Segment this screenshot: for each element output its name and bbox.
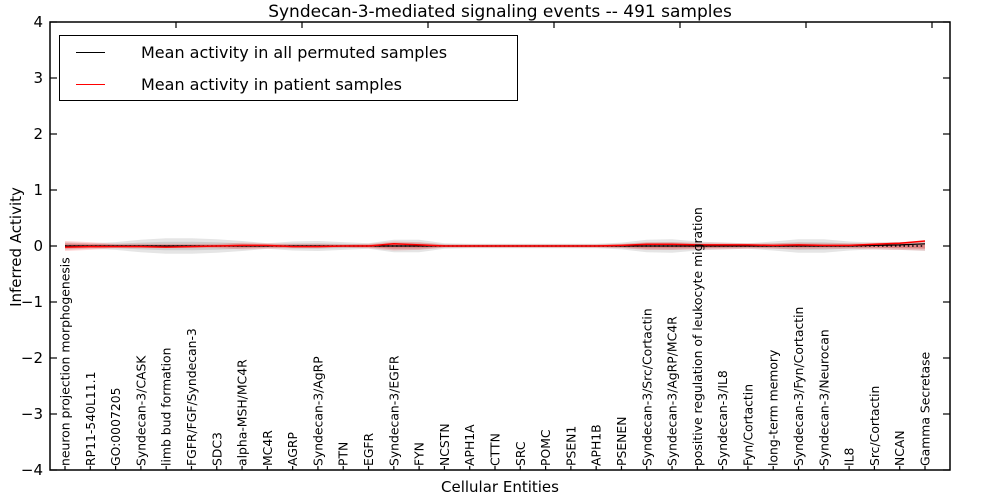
- legend-item-permuted: Mean activity in all permuted samples: [60, 36, 517, 68]
- x-tick-label: GO:0007205: [108, 388, 123, 467]
- x-tick-label: PSEN1: [563, 426, 578, 466]
- x-tick-label: Gamma Secretase: [918, 352, 933, 466]
- x-tick-label: Syndecan-3/Neurocan: [816, 329, 831, 466]
- x-tick-label: limb bud formation: [159, 348, 174, 467]
- x-tick-label: AGRP: [285, 432, 300, 466]
- x-tick-label: NCSTN: [437, 423, 452, 466]
- x-tick-label: alpha-MSH/MC4R: [235, 359, 250, 466]
- x-axis-label: Cellular Entities: [441, 478, 559, 496]
- x-tick-label: Syndecan-3/CASK: [133, 355, 148, 466]
- x-tick-label: CTTN: [488, 433, 503, 466]
- y-tick-label: 1: [33, 181, 43, 199]
- legend-item-patient: Mean activity in patient samples: [60, 68, 517, 100]
- y-tick-label: −1: [21, 293, 43, 311]
- y-tick-label: −2: [21, 349, 43, 367]
- x-tick-label: Src/Cortactin: [867, 386, 882, 466]
- x-tick-label: long-term memory: [766, 350, 781, 466]
- y-tick-label: 2: [33, 125, 43, 143]
- patient-mean-line: [64, 240, 926, 248]
- x-tick-label: neuron projection morphogenesis: [58, 257, 73, 466]
- x-tick-label: Syndecan-3/Fyn/Cortactin: [791, 307, 806, 466]
- x-tick-label: POMC: [538, 429, 553, 466]
- x-tick-label: APH1B: [589, 424, 604, 466]
- x-tick-label: PSENEN: [614, 416, 629, 466]
- y-tick-label: 0: [33, 237, 43, 255]
- x-tick-label: Fyn/Cortactin: [740, 384, 755, 466]
- x-tick-label: Syndecan-3/Src/Cortactin: [639, 308, 654, 466]
- x-tick-label: FGFR/FGF/Syndecan-3: [184, 328, 199, 466]
- permuted-line-sample: [76, 51, 105, 53]
- legend-label-patient: Mean activity in patient samples: [141, 74, 402, 94]
- x-tick-label: MC4R: [260, 430, 275, 466]
- legend: Mean activity in all permuted samples Me…: [59, 35, 518, 101]
- x-tick-label: PTN: [336, 442, 351, 466]
- y-tick-label: −3: [21, 405, 43, 423]
- x-tick-label: positive regulation of leukocyte migrati…: [690, 207, 705, 466]
- x-tick-label: IL8: [842, 447, 857, 466]
- y-tick-label: 4: [33, 13, 43, 31]
- x-tick-label: Syndecan-3/EGFR: [386, 355, 401, 466]
- legend-label-permuted: Mean activity in all permuted samples: [141, 42, 448, 62]
- x-tick-label: Syndecan-3/IL8: [715, 370, 730, 466]
- x-tick-label: EGFR: [361, 432, 376, 466]
- patient-line-sample: [76, 83, 105, 85]
- y-tick-label: 3: [33, 69, 43, 87]
- y-tick-label: −4: [21, 461, 43, 479]
- x-tick-label: Syndecan-3/AgRP: [310, 356, 325, 466]
- x-tick-label: NCAN: [892, 430, 907, 466]
- chart-title: Syndecan-3-mediated signaling events -- …: [268, 2, 732, 22]
- x-tick-label: RP11-540L11.1: [83, 372, 98, 466]
- x-tick-label: SDC3: [209, 432, 224, 466]
- x-tick-label: FYN: [412, 442, 427, 466]
- x-tick-label: APH1A: [462, 424, 477, 466]
- x-tick-label: Syndecan-3/AgRP/MC4R: [665, 316, 680, 466]
- x-tick-label: SRC: [513, 441, 528, 466]
